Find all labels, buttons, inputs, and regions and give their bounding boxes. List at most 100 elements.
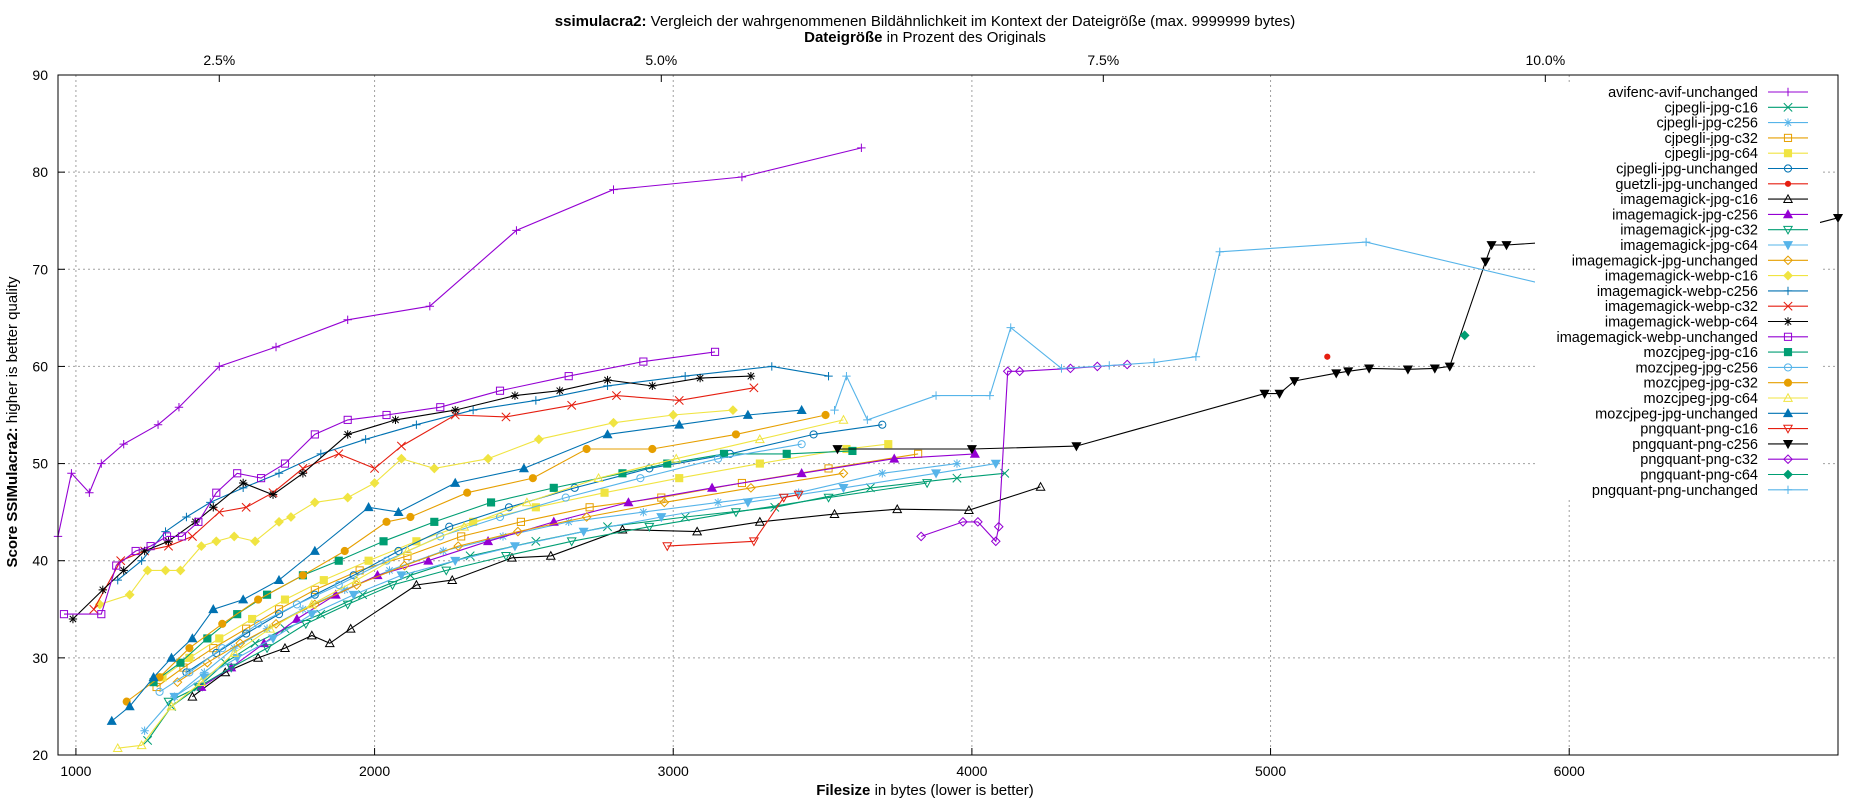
data-point	[274, 610, 284, 619]
data-point	[379, 537, 388, 546]
data-point	[364, 556, 373, 565]
data-point	[878, 469, 887, 478]
y-tick-label: 90	[32, 67, 48, 83]
legend-label: mozcjpeg-jpg-unchanged	[1595, 406, 1758, 422]
data-point	[710, 347, 720, 356]
data-point	[393, 506, 404, 517]
data-point	[931, 391, 941, 400]
data-point	[403, 551, 412, 560]
data-point	[555, 386, 564, 395]
data-point	[430, 517, 439, 526]
data-point	[153, 420, 163, 429]
data-point	[169, 692, 180, 702]
data-point	[450, 410, 460, 420]
data-point	[1289, 377, 1300, 387]
x-tick-label: 5000	[1255, 763, 1286, 779]
data-point	[334, 556, 343, 565]
legend-label: cjpegli-jpg-c32	[1665, 131, 1759, 147]
legend-label: pngquant-png-c16	[1640, 422, 1758, 438]
x-tick-label: 1000	[60, 763, 91, 779]
legend-label: cjpegli-jpg-c64	[1665, 146, 1759, 162]
chart-title-rest: Vergleich der wahrgenommenen Bildähnlich…	[647, 13, 1296, 30]
data-point	[361, 435, 370, 444]
data-point	[267, 634, 279, 644]
data-point	[857, 143, 866, 153]
data-point	[142, 565, 153, 576]
data-point	[972, 516, 983, 527]
data-point	[731, 430, 741, 439]
data-point	[1002, 366, 1013, 377]
legend-label: imagemagick-webp-c32	[1605, 299, 1758, 315]
data-point	[602, 429, 613, 439]
series-mozcjpeg-jpg-c32	[122, 410, 830, 706]
data-point	[309, 599, 320, 610]
data-point	[166, 701, 177, 711]
data-point	[292, 600, 301, 609]
series-cjpegli-jpg-unchanged	[182, 420, 887, 677]
data-point	[767, 362, 776, 371]
data-point	[745, 482, 756, 493]
series-imagemagick-jpg-c32	[163, 479, 933, 707]
legend-swatch-marker	[1783, 301, 1793, 311]
data-point	[59, 610, 69, 619]
series-line-avifenc-avif-unchanged	[57, 147, 862, 537]
y-axis-label: Score SSIMulacra2: higher is better qual…	[4, 276, 21, 567]
tick-layer: 20 30 40 50 60 70 80 90 1000 2000 3000 4000 5000 6000…	[32, 52, 1585, 779]
data-point	[271, 618, 281, 629]
data-point	[1105, 361, 1114, 370]
data-point	[796, 404, 807, 415]
series-line-imagemagick-jpg-c16	[192, 486, 1041, 698]
data-point	[342, 492, 353, 503]
data-point	[1035, 481, 1046, 491]
data-point	[746, 371, 756, 381]
data-point	[889, 453, 900, 463]
series-line-imagemagick-jpg-c32	[168, 482, 928, 703]
series-line-mozcjpeg-jpg-unchanged	[111, 409, 802, 722]
data-point	[521, 497, 532, 507]
data-point	[512, 226, 521, 235]
data-point	[218, 644, 227, 653]
data-point	[334, 580, 343, 590]
data-point	[119, 439, 128, 449]
series-pngquant-png-c16	[662, 490, 804, 552]
data-point	[264, 623, 276, 633]
data-point	[742, 498, 753, 508]
series-imagemagick-jpg-unchanged	[172, 468, 849, 688]
legend-label: imagemagick-webp-c64	[1605, 315, 1758, 331]
data-point	[162, 532, 172, 541]
data-point	[175, 565, 186, 576]
series-layer	[53, 143, 1844, 753]
data-point	[345, 623, 356, 633]
data-point	[495, 386, 505, 395]
legend-swatch-marker	[1782, 241, 1794, 251]
legend-label: imagemagick-jpg-c64	[1620, 238, 1758, 254]
y-tick-label: 40	[32, 553, 48, 569]
plot-frame	[57, 74, 1839, 756]
data-point	[1331, 369, 1342, 379]
legend-swatch-marker	[1783, 87, 1793, 97]
data-point	[238, 478, 248, 488]
data-point	[148, 672, 159, 682]
legend-label: cjpegli-jpg-c256	[1656, 116, 1758, 132]
data-point	[713, 454, 723, 463]
data-point	[441, 566, 452, 576]
data-point	[504, 503, 514, 512]
data-point	[196, 541, 207, 552]
legend-label: mozcjpeg-jpg-c256	[1635, 360, 1758, 376]
series-line-imagemagick-jpg-unchanged	[177, 472, 844, 683]
data-point	[248, 614, 257, 624]
x-axis-label: Filesize in bytes (lower is better)	[816, 782, 1034, 799]
data-point	[280, 459, 290, 468]
data-point	[468, 405, 478, 415]
data-point	[348, 590, 359, 600]
data-point	[457, 532, 466, 541]
data-point	[196, 676, 207, 687]
data-point	[533, 434, 544, 445]
data-point	[990, 536, 1001, 547]
data-point	[1071, 442, 1082, 452]
data-point	[98, 585, 107, 595]
data-point	[545, 550, 556, 560]
data-point	[1361, 237, 1371, 247]
data-point	[1274, 389, 1285, 399]
